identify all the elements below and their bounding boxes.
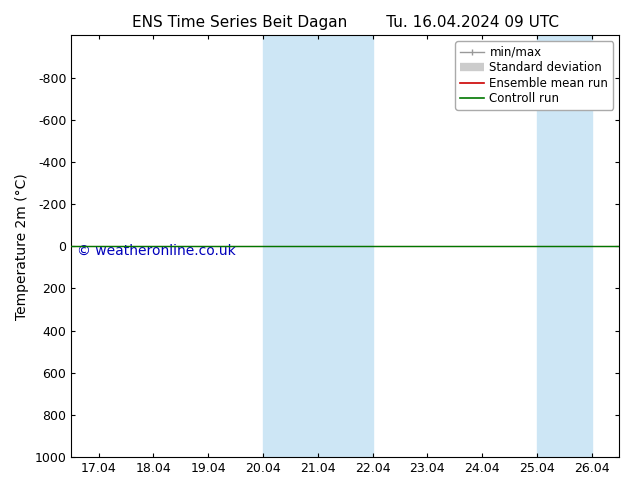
Title: ENS Time Series Beit Dagan        Tu. 16.04.2024 09 UTC: ENS Time Series Beit Dagan Tu. 16.04.202…	[132, 15, 559, 30]
Text: © weatheronline.co.uk: © weatheronline.co.uk	[77, 244, 235, 258]
Legend: min/max, Standard deviation, Ensemble mean run, Controll run: min/max, Standard deviation, Ensemble me…	[455, 41, 613, 110]
Bar	[537, 35, 592, 457]
Bar	[263, 35, 373, 457]
Y-axis label: Temperature 2m (°C): Temperature 2m (°C)	[15, 173, 29, 319]
